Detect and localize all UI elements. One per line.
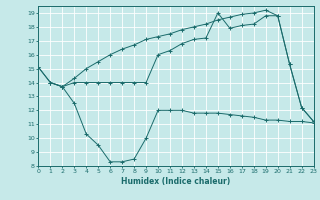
X-axis label: Humidex (Indice chaleur): Humidex (Indice chaleur) [121, 177, 231, 186]
